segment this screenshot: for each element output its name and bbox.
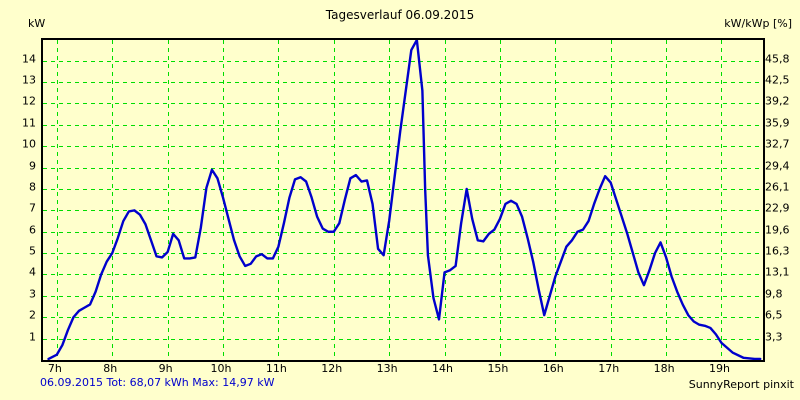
y-axis-right-label: kW/kWp [%] [724,17,792,30]
y-axis-left-tick-label: 4 [29,265,36,279]
x-axis-tick-label: 11h [265,362,287,375]
gridlines [43,40,763,360]
y-axis-left-tick-label: 11 [22,116,36,130]
x-axis-tick-label: 9h [158,362,173,375]
x-axis-tick-label: 14h [432,362,454,375]
y-axis-right-tick-label: 29,4 [765,159,790,173]
x-axis-tick-label: 10h [210,362,232,375]
y-axis-left-label: kW [28,17,46,30]
y-axis-right-tick-label: 39,2 [765,94,790,108]
y-axis-left-tick-label: 9 [29,159,36,173]
y-axis-right-tick-label: 19,6 [765,223,790,237]
data-series-line [47,40,762,360]
y-axis-right-tick-label: 6,5 [765,308,783,322]
x-axis-tick-label: 8h [103,362,118,375]
y-axis-right-tick-label: 42,5 [765,73,790,87]
x-axis-tick-label: 15h [487,362,509,375]
y-axis-left-tick-label: 5 [29,244,36,258]
y-axis-right-tick-label: 26,1 [765,180,790,194]
y-axis-left-tick-label: 1 [29,330,36,344]
y-axis-right-tick-label: 16,3 [765,244,790,258]
footer-summary: 06.09.2015 Tot: 68,07 kWh Max: 14,97 kW [40,376,275,389]
chart-canvas [43,40,763,360]
y-axis-right-tick-label: 3,3 [765,330,783,344]
y-axis-right-tick-label: 35,9 [765,116,790,130]
y-axis-left-tick-label: 8 [29,180,36,194]
x-axis-tick-label: 18h [653,362,675,375]
y-axis-left-tick-label: 13 [22,73,36,87]
x-axis-tick-label: 17h [598,362,620,375]
x-axis-tick-label: 16h [542,362,564,375]
y-axis-left-tick-label: 6 [29,223,36,237]
x-axis-tick-label: 12h [321,362,343,375]
y-axis-right-tick-label: 9,8 [765,287,783,301]
y-axis-left-tick-label: 12 [22,94,36,108]
y-axis-right-tick-label: 13,1 [765,265,790,279]
y-axis-right-tick-label: 22,9 [765,201,790,215]
plot-area [41,38,765,362]
x-axis-tick-label: 19h [708,362,730,375]
chart-title: Tagesverlauf 06.09.2015 [325,8,475,22]
y-axis-left-tick-label: 2 [29,308,36,322]
series-line-leistung [47,40,762,360]
x-axis-tick-label: 13h [376,362,398,375]
y-axis-right-tick-label: 45,8 [765,52,790,66]
x-axis-tick-label: 7h [47,362,62,375]
y-axis-right-tick-label: 32,7 [765,137,790,151]
y-axis-left-tick-label: 14 [22,52,36,66]
y-axis-left-tick-label: 10 [22,137,36,151]
footer-credit: SunnyReport pinxit [688,378,794,391]
y-axis-left-tick-label: 3 [29,287,36,301]
y-axis-left-tick-label: 7 [29,201,36,215]
